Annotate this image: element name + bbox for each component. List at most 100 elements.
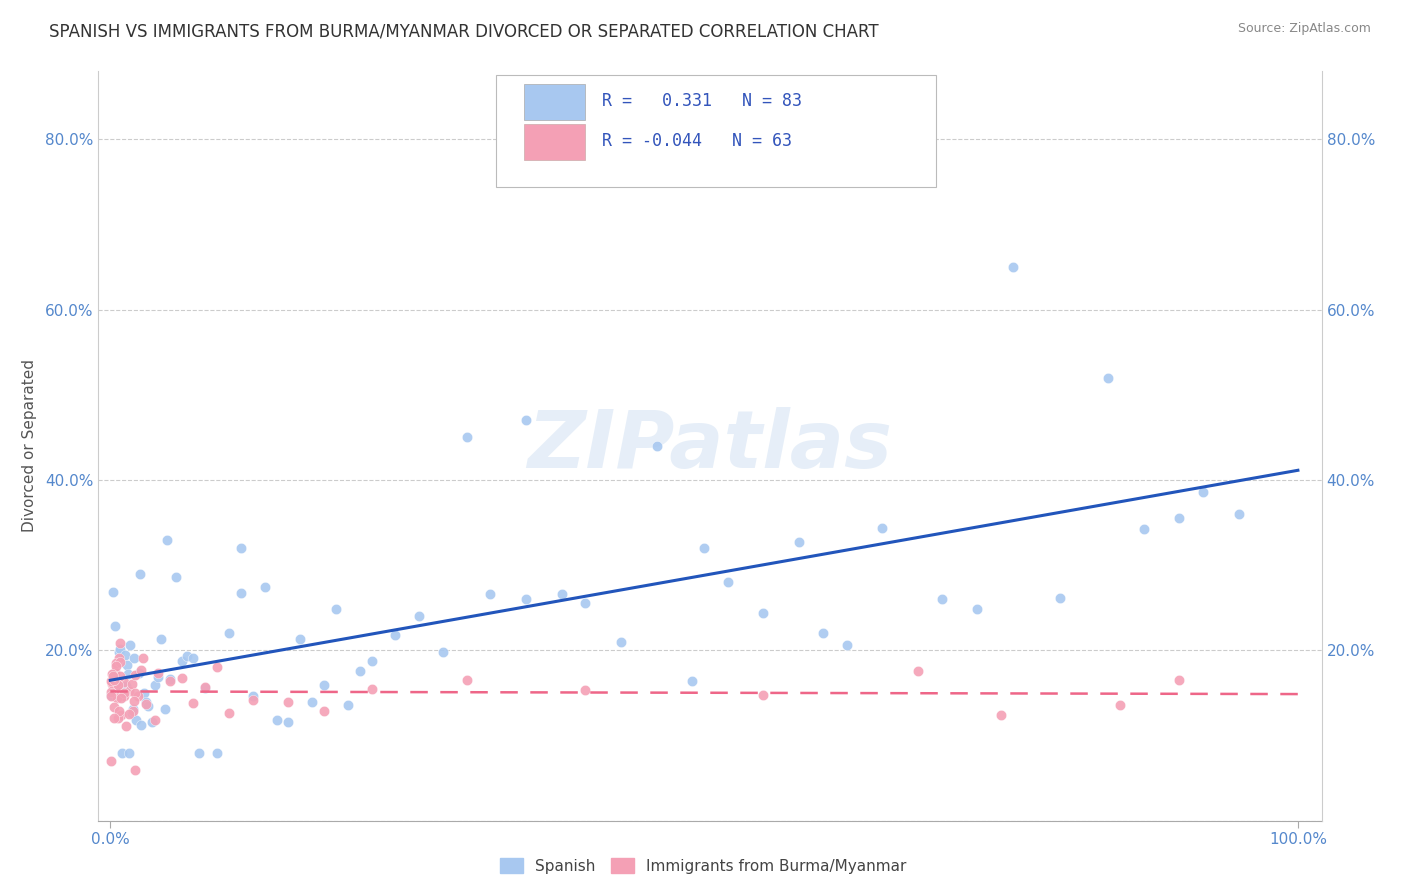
Point: [717, 575, 740, 590]
Point: [104, 665, 127, 679]
Point: [103, 700, 125, 714]
Legend: Spanish, Immigrants from Burma/Myanmar: Spanish, Immigrants from Burma/Myanmar: [494, 852, 912, 880]
Point: [112, 688, 135, 702]
Point: [108, 704, 131, 718]
Point: [349, 664, 371, 678]
Point: [811, 626, 834, 640]
Point: [131, 651, 153, 665]
Point: [1132, 522, 1154, 536]
Point: [277, 695, 299, 709]
Point: [100, 685, 122, 699]
Point: [143, 713, 166, 727]
Point: [752, 606, 775, 620]
Point: [122, 694, 145, 708]
Point: [101, 666, 124, 681]
Point: [115, 719, 138, 733]
Point: [122, 651, 145, 665]
Point: [105, 676, 128, 690]
Point: [1001, 260, 1024, 275]
Point: [107, 711, 129, 725]
Point: [110, 655, 132, 669]
Point: [103, 673, 125, 688]
Point: [118, 746, 141, 760]
Point: [183, 696, 205, 710]
Point: [114, 679, 136, 693]
Point: [693, 541, 716, 556]
Point: [931, 591, 953, 606]
Point: [108, 641, 131, 656]
Point: [100, 688, 122, 702]
Point: [101, 677, 124, 691]
Point: [194, 681, 217, 695]
Point: [104, 659, 127, 673]
Point: [301, 694, 323, 708]
Point: [128, 665, 150, 680]
Point: [145, 678, 167, 692]
Point: [515, 413, 537, 427]
Point: [170, 671, 193, 685]
Point: [218, 706, 240, 720]
Point: [105, 688, 128, 702]
Point: [103, 711, 125, 725]
Point: [312, 678, 335, 692]
Point: [360, 654, 382, 668]
Point: [188, 746, 211, 760]
Text: ZIPatlas: ZIPatlas: [527, 407, 893, 485]
Point: [146, 665, 169, 680]
Point: [479, 587, 502, 601]
Point: [111, 746, 134, 760]
Point: [146, 670, 169, 684]
Point: [336, 698, 359, 712]
Point: [110, 707, 132, 722]
Point: [515, 592, 537, 607]
Point: [1108, 698, 1130, 712]
Point: [681, 673, 703, 688]
Point: [1168, 511, 1191, 525]
Point: [117, 666, 139, 681]
Point: [990, 708, 1012, 723]
Point: [183, 651, 205, 665]
Point: [121, 677, 143, 691]
Point: [107, 678, 129, 692]
Point: [112, 689, 135, 703]
Text: R =   0.331   N = 83: R = 0.331 N = 83: [602, 93, 803, 111]
Point: [1227, 507, 1250, 521]
Point: [574, 596, 596, 610]
Point: [610, 635, 633, 649]
Point: [170, 654, 193, 668]
Point: [1049, 591, 1071, 605]
Point: [253, 580, 276, 594]
Point: [110, 691, 132, 706]
Bar: [524, 84, 585, 120]
Text: R = -0.044   N = 63: R = -0.044 N = 63: [602, 132, 793, 150]
Point: [141, 714, 163, 729]
Point: [118, 707, 141, 722]
Point: [129, 718, 152, 732]
Point: [100, 674, 122, 689]
Bar: [524, 124, 585, 160]
Point: [153, 701, 176, 715]
Point: [1097, 371, 1119, 385]
Point: [159, 674, 181, 689]
Point: [100, 689, 122, 703]
Point: [105, 656, 128, 670]
Point: [108, 636, 131, 650]
Point: [136, 698, 159, 713]
Point: [105, 681, 128, 696]
Point: [100, 754, 122, 768]
Point: [312, 704, 335, 718]
Point: [835, 638, 858, 652]
Point: [325, 602, 347, 616]
Point: [150, 632, 173, 646]
Point: [121, 706, 143, 720]
Point: [114, 648, 136, 662]
Point: [229, 541, 252, 556]
Point: [229, 585, 252, 599]
Point: [277, 715, 299, 730]
Point: [242, 689, 264, 703]
Point: [574, 683, 596, 698]
Point: [107, 645, 129, 659]
Point: [907, 664, 929, 678]
Point: [159, 672, 181, 686]
Point: [218, 626, 240, 640]
